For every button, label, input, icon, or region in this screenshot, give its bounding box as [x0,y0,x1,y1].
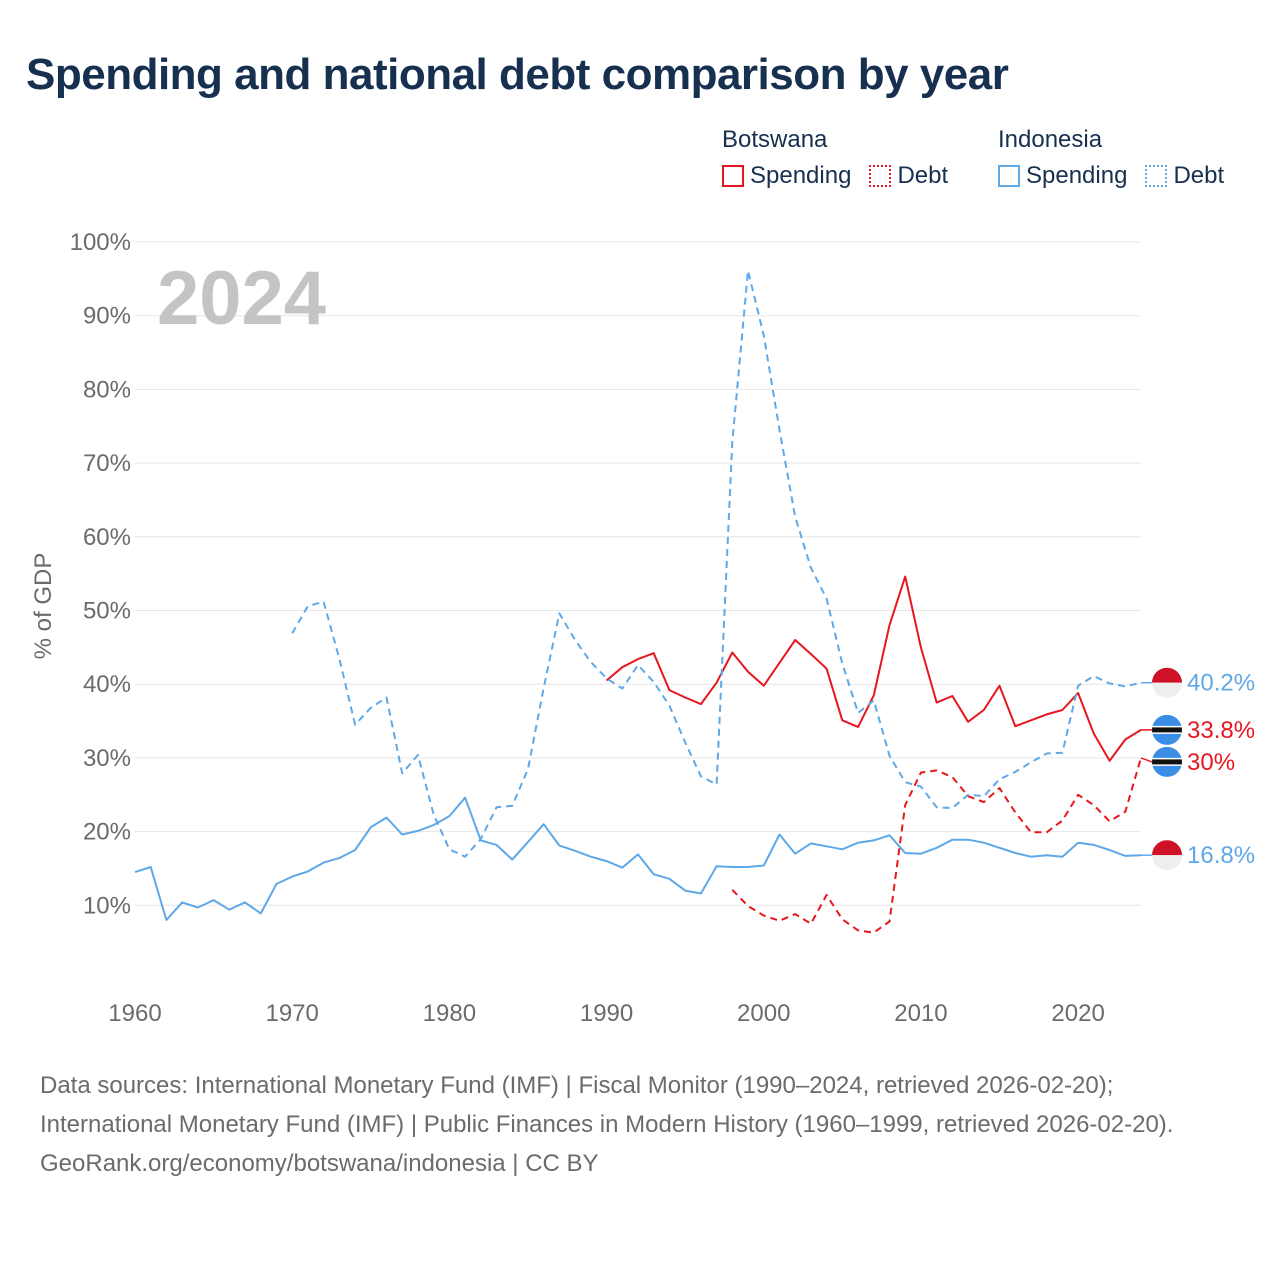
x-tick-label: 2010 [894,1000,947,1027]
legend-item-botswana-debt[interactable]: Debt [869,162,948,190]
flag-white-band [1152,682,1182,698]
legend-item-indonesia-spending[interactable]: Spending [998,162,1127,190]
x-tick-label: 1970 [265,1000,318,1027]
end-value-label: 30% [1187,749,1235,776]
legend-swatch-dotted [1145,165,1168,187]
flag-red-band [1152,840,1182,856]
y-tick-label: 30% [83,745,131,772]
legend-label: Debt [1173,162,1225,189]
x-axis: 1960 1970 1980 1990 2000 2010 2020 [108,1000,1105,1027]
series-lines [134,269,1142,934]
end-value-label: 33.8% [1187,717,1255,744]
end-connector [1140,757,1153,763]
flag-red-band [1152,667,1182,683]
chart-title: Spending and national debt comparison by… [26,50,1009,99]
flag-white-band [1152,855,1182,871]
legend-group-title: Botswana [722,126,828,153]
x-tick-label: 2020 [1051,1000,1104,1027]
end-value-label: 40.2% [1187,670,1255,697]
data-sources: Data sources: International Monetary Fun… [40,1072,1174,1138]
end-markers: 40.2% 33.8% 30% 16.8% [1140,667,1255,871]
legend-group-botswana: Botswana Spending Debt [722,124,966,196]
legend-swatch-dotted [869,165,892,187]
legend-group-indonesia: Indonesia Spending Debt [998,124,1242,196]
y-tick-label: 80% [83,376,131,403]
y-tick-label: 40% [83,671,131,698]
flag-botswana-debt [1152,746,1182,777]
footer: Data sources: International Monetary Fun… [40,1066,1240,1183]
y-tick-label: 90% [83,303,131,330]
series-line-indonesia-spending [134,796,1142,921]
legend-label: Spending [1026,162,1128,189]
year-watermark: 2024 [157,256,326,341]
legend-swatch-solid [998,165,1020,187]
y-tick-label: 10% [83,892,131,919]
y-tick-label: 20% [83,819,131,846]
line-chart: 10% 20% 30% 40% 50% 60% 70% 80% 90% 100% 1960 1970… [30,229,1255,1027]
x-tick-label: 1960 [108,1000,161,1027]
y-tick-label: 70% [83,450,131,477]
flag-indonesia-spending [1152,840,1182,871]
series-line-indonesia-debt [291,269,1142,858]
y-axis-label: % of GDP [30,553,57,660]
y-axis: 10% 20% 30% 40% 50% 60% 70% 80% 90% 100% [70,229,131,919]
flag-botswana-spending [1152,714,1182,745]
legend-label: Debt [897,162,949,189]
legend-item-botswana-spending[interactable]: Spending [722,162,851,190]
x-tick-label: 2000 [737,1000,790,1027]
y-tick-label: 100% [70,229,131,256]
y-tick-label: 60% [83,524,131,551]
series-line-botswana-debt [731,757,1142,934]
legend-swatch-solid [722,165,744,187]
legend-group-title: Indonesia [998,126,1103,153]
x-tick-label: 1990 [580,1000,633,1027]
flag-black-stripe [1152,727,1182,733]
legend-item-indonesia-debt[interactable]: Debt [1145,162,1224,190]
grid-lines [135,241,1141,906]
flag-black-stripe [1152,759,1182,765]
legend-label: Spending [750,162,852,189]
y-tick-label: 50% [83,598,131,625]
flag-indonesia-debt [1152,667,1182,698]
credit-link[interactable]: GeoRank.org/economy/botswana/indonesia |… [40,1150,599,1177]
x-tick-label: 1980 [423,1000,476,1027]
series-line-botswana-spending [605,575,1142,762]
end-value-label: 16.8% [1187,842,1255,869]
